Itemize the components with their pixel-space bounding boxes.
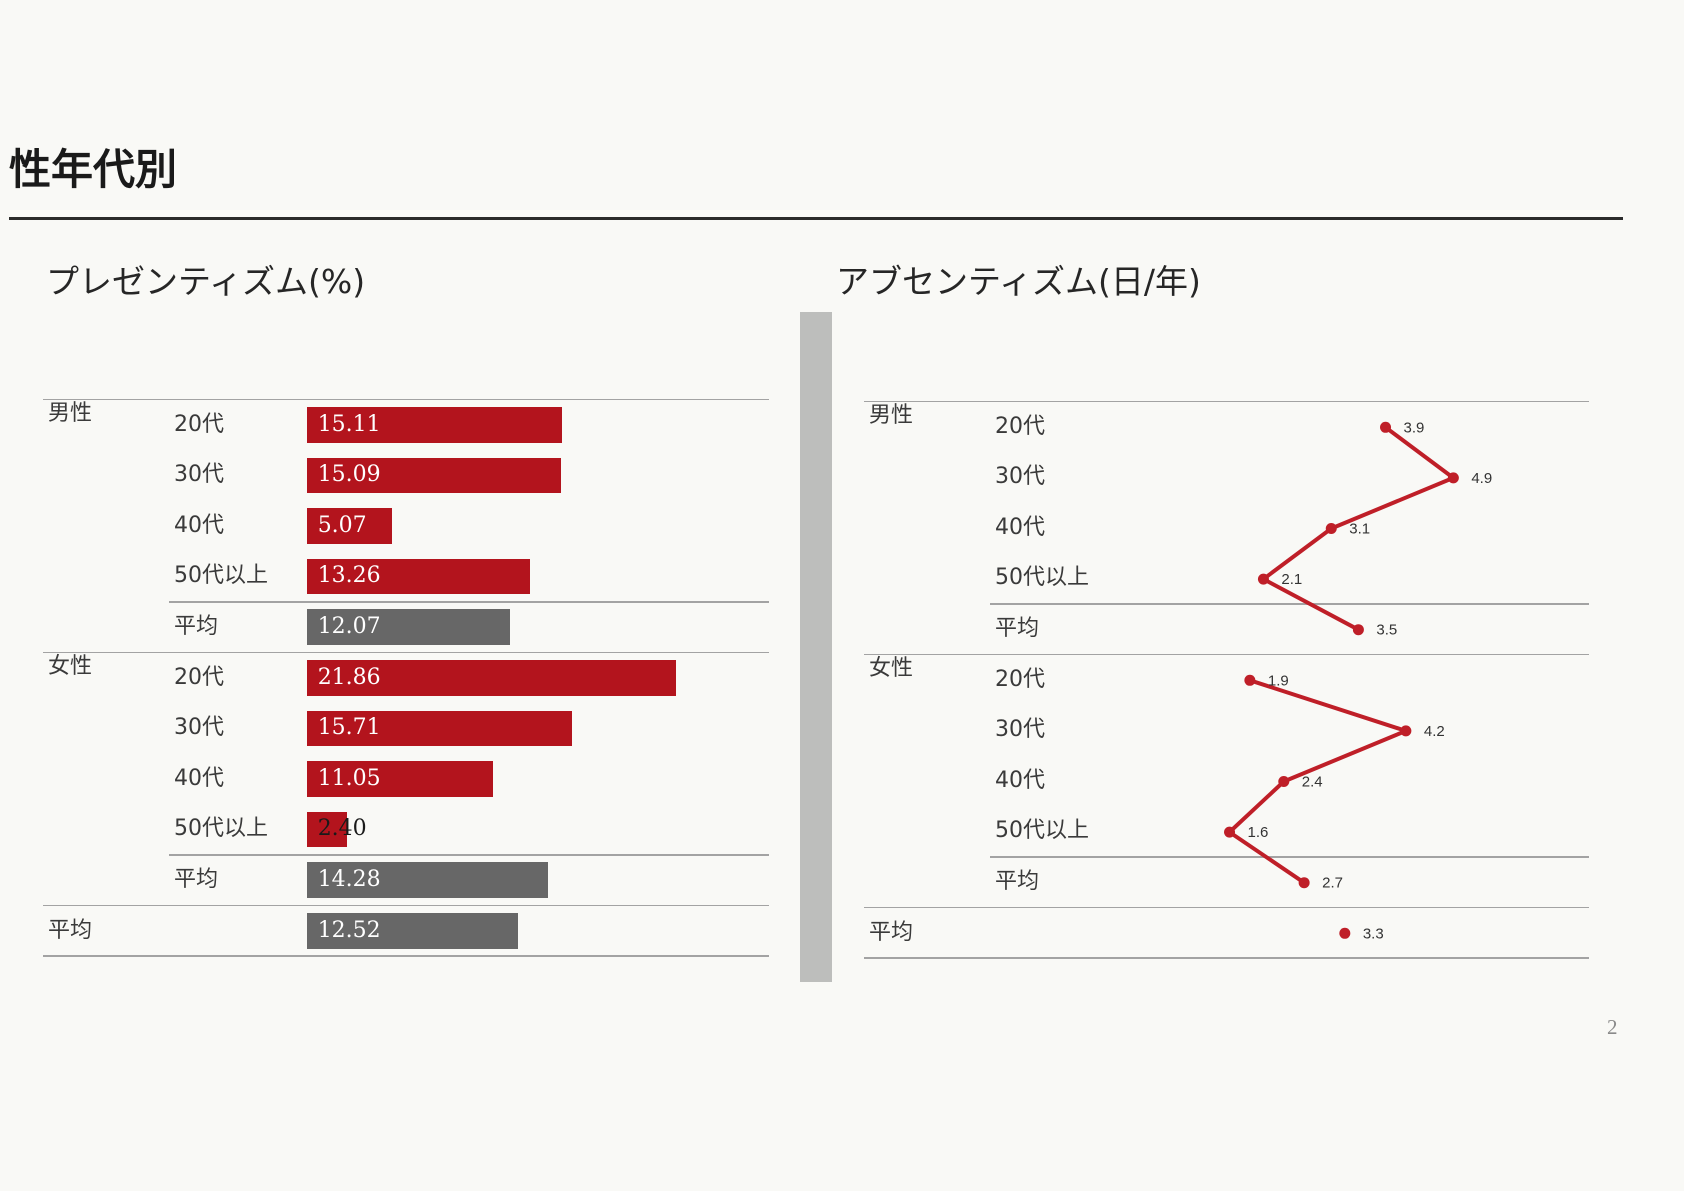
row-label: 30代 <box>174 715 224 741</box>
page-title: 性年代別 <box>9 145 178 194</box>
bar-value-label: 15.71 <box>317 715 381 741</box>
row-label: 50代以上 <box>174 816 268 842</box>
column-divider <box>800 312 832 982</box>
row-label: 50代以上 <box>995 818 1089 844</box>
row-label: 40代 <box>174 765 224 791</box>
row-label: 50代以上 <box>174 563 268 589</box>
bar <box>306 407 562 443</box>
group-label: 男性 <box>48 400 93 426</box>
gridline <box>43 651 769 654</box>
gridline <box>43 398 769 401</box>
bar-value-label: 13.26 <box>317 563 381 589</box>
row-label: 20代 <box>995 666 1045 692</box>
group-label: 平均 <box>869 919 914 945</box>
row-label: 30代 <box>174 462 224 488</box>
row-label: 20代 <box>995 413 1045 439</box>
row-label: 平均 <box>995 615 1040 641</box>
bar-value-label: 14.28 <box>317 866 381 892</box>
group-label: 男性 <box>869 402 914 428</box>
data-point <box>1352 623 1364 635</box>
bar <box>306 710 572 747</box>
bar <box>306 457 562 494</box>
presenteeism-bar-chart: 男性 20代 15.11 30代 15.09 40代 5.07 50代以上 13.26 平均 12.… <box>43 398 769 957</box>
data-point <box>1339 927 1351 939</box>
row-label: 平均 <box>995 868 1040 894</box>
row-label: 20代 <box>174 411 224 437</box>
gridline <box>43 955 769 957</box>
row-label: 40代 <box>995 767 1045 793</box>
group-label: 女性 <box>869 655 914 681</box>
row-label: 30代 <box>995 717 1045 743</box>
data-point-label: 2.7 <box>1322 874 1343 891</box>
bar-value-label: 5.07 <box>317 512 367 538</box>
gridline <box>864 906 1589 909</box>
data-point-label: 1.9 <box>1268 672 1289 689</box>
bar-value-label: 11.05 <box>317 765 381 791</box>
data-point <box>1278 775 1290 787</box>
data-point-label: 2.1 <box>1281 571 1302 588</box>
bar-value-label: 12.52 <box>317 917 381 943</box>
title-rule <box>9 217 1623 220</box>
row-label: 平均 <box>174 613 219 639</box>
data-point <box>1325 522 1337 534</box>
gridline <box>990 603 1589 605</box>
row-label: 50代以上 <box>995 565 1089 591</box>
absenteeism-chart-title: アブセンティズム(日/年) <box>836 262 1201 301</box>
group-label: 女性 <box>48 653 93 679</box>
data-point-label: 3.9 <box>1404 419 1425 436</box>
data-point <box>1447 471 1459 483</box>
data-point <box>1380 421 1392 433</box>
bar-value-label: 2.40 <box>317 816 367 842</box>
bar-value-label: 12.07 <box>317 613 381 639</box>
gridline <box>864 400 1589 403</box>
row-label: 20代 <box>174 664 224 690</box>
data-point-label: 2.4 <box>1302 773 1323 790</box>
plot-area: 3.9 4.9 3.1 2.1 3.5 1.9 4.2 2.4 1.6 2.7 3.3 <box>1224 419 1492 942</box>
data-point-label: 4.9 <box>1471 469 1492 486</box>
data-point-label: 3.1 <box>1349 520 1370 537</box>
bar-value-label: 15.11 <box>317 411 381 437</box>
bar-value-label: 21.86 <box>317 664 381 690</box>
gridline <box>169 601 769 603</box>
data-point <box>1298 876 1310 888</box>
data-point-label: 3.3 <box>1363 925 1384 942</box>
bar-value-label: 15.09 <box>317 462 381 488</box>
gridline <box>43 904 769 907</box>
row-label: 30代 <box>995 464 1045 490</box>
gridline <box>864 653 1589 656</box>
data-point <box>1400 724 1412 736</box>
bar <box>306 811 348 848</box>
gridline <box>864 957 1589 959</box>
row-label: 平均 <box>174 866 219 892</box>
bar <box>306 508 393 544</box>
data-point <box>1257 573 1269 585</box>
gridline <box>990 856 1589 858</box>
row-label: 40代 <box>995 514 1045 540</box>
gridline <box>169 854 769 856</box>
presenteeism-chart-title: プレゼンティズム(%) <box>46 262 366 301</box>
data-point <box>1224 826 1236 838</box>
data-point-label: 4.2 <box>1424 722 1445 739</box>
bar <box>306 761 494 797</box>
group-label: 平均 <box>48 917 93 943</box>
page-number: 2 <box>1607 1015 1618 1039</box>
data-point <box>1244 674 1256 686</box>
row-label: 40代 <box>174 512 224 538</box>
bar <box>306 558 531 595</box>
bar <box>306 913 518 949</box>
bar <box>306 660 676 696</box>
bar <box>306 609 511 645</box>
data-point-label: 1.6 <box>1248 824 1269 841</box>
data-point-label: 3.5 <box>1376 621 1397 638</box>
bar <box>306 862 548 898</box>
absenteeism-line-chart: 男性 20代 30代 40代 50代以上 平均 女性 20代 30代 40代 50代以上 平均 平均 3.… <box>864 400 1589 959</box>
